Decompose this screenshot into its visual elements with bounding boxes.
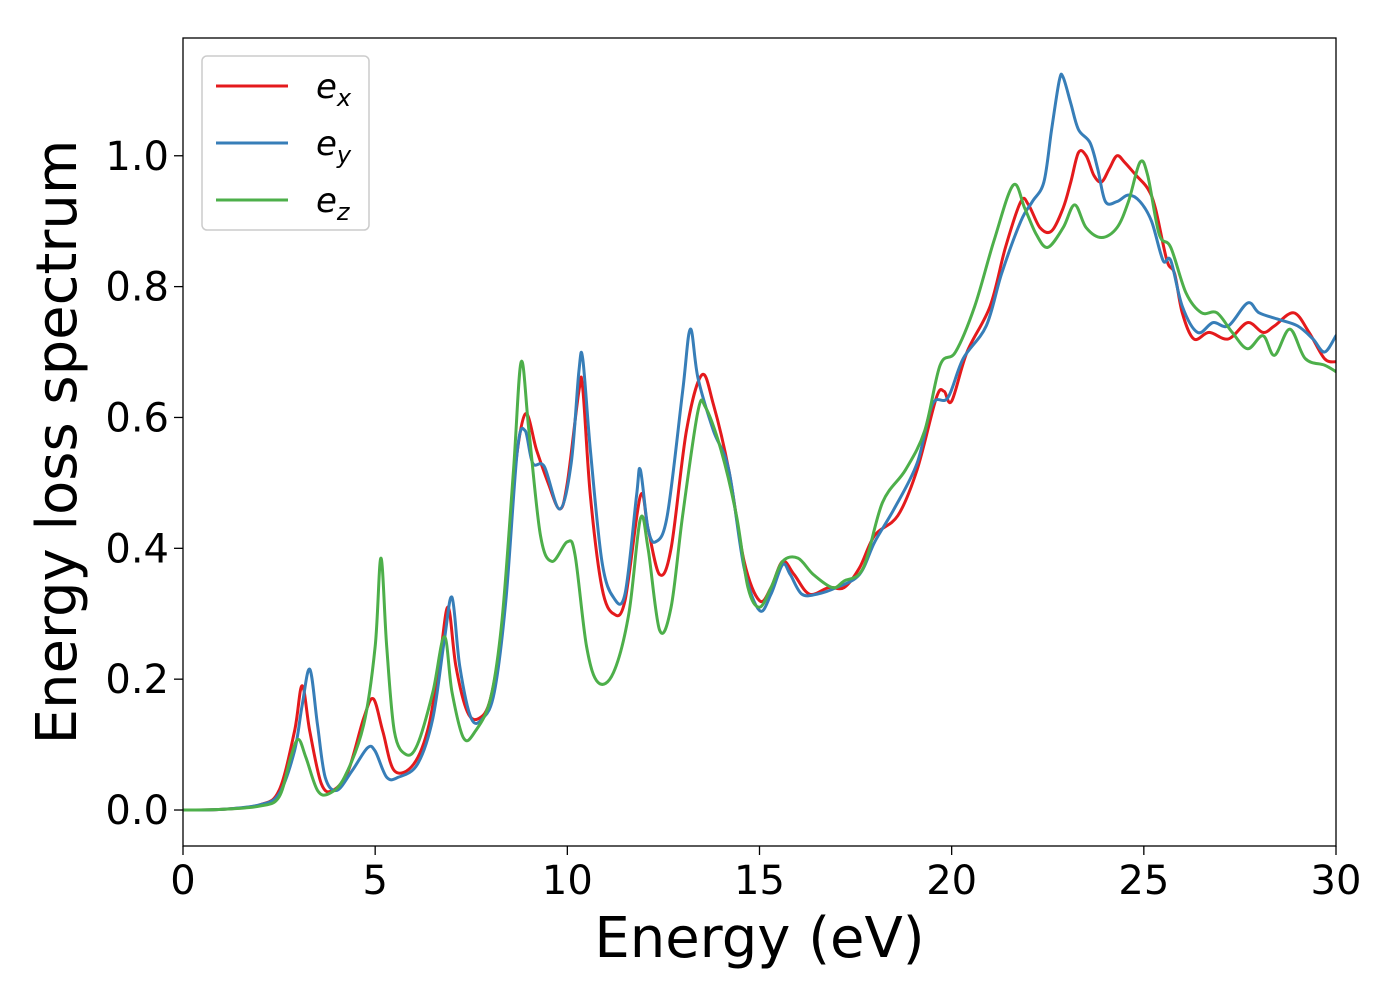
y-axis-ticks: 0.0 0.2 0.4 0.6 0.8 1.0 xyxy=(105,134,183,834)
x-axis-ticks: 0 5 10 15 20 25 30 xyxy=(170,846,1361,904)
x-tick-label: 20 xyxy=(926,858,977,904)
series-line-e_x xyxy=(183,149,1336,812)
series-line-e_y xyxy=(183,72,1336,812)
y-tick-label: 0.6 xyxy=(105,395,169,441)
x-tick-label: 25 xyxy=(1118,858,1169,904)
series-line-e_z xyxy=(183,159,1336,812)
x-tick-label: 15 xyxy=(734,858,785,904)
y-tick-label: 1.0 xyxy=(105,134,169,180)
x-tick-label: 10 xyxy=(542,858,593,904)
x-axis-title: Energy (eV) xyxy=(594,906,924,971)
y-tick-label: 0.0 xyxy=(105,788,169,834)
y-tick-label: 0.4 xyxy=(105,526,169,572)
x-tick-label: 0 xyxy=(170,858,195,904)
y-tick-label: 0.8 xyxy=(105,265,169,311)
x-tick-label: 5 xyxy=(362,858,387,904)
series-lines xyxy=(183,72,1336,812)
y-tick-label: 0.2 xyxy=(105,657,169,703)
x-tick-label: 30 xyxy=(1311,858,1362,904)
plot-background xyxy=(183,38,1336,846)
y-axis-title: Energy loss spectrum xyxy=(25,140,90,745)
